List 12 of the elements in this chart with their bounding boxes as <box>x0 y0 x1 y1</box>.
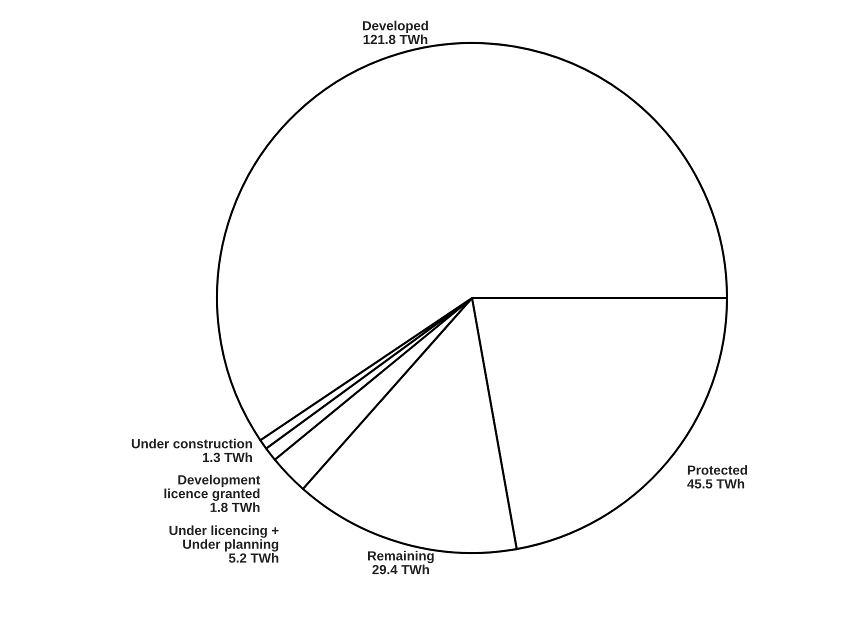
data-label: 1.8 TWh <box>210 502 260 512</box>
slice-label: Remaining <box>368 550 434 564</box>
data-label: 45.5 TWh <box>687 478 744 489</box>
data-label: 121.8 TWh <box>364 34 428 44</box>
slice-label: Protected <box>688 465 748 475</box>
data-label: 5.2 TWh <box>228 553 278 563</box>
slice-label: Under construction <box>132 438 252 448</box>
slice-label: Under licencing + Under planning <box>170 525 279 552</box>
data-label: 29.4 TWh <box>372 564 429 574</box>
data-label: 1.3 TWh <box>203 452 252 462</box>
slice-label: Developed <box>362 20 428 34</box>
slice-label: Development licence granted <box>164 474 260 501</box>
